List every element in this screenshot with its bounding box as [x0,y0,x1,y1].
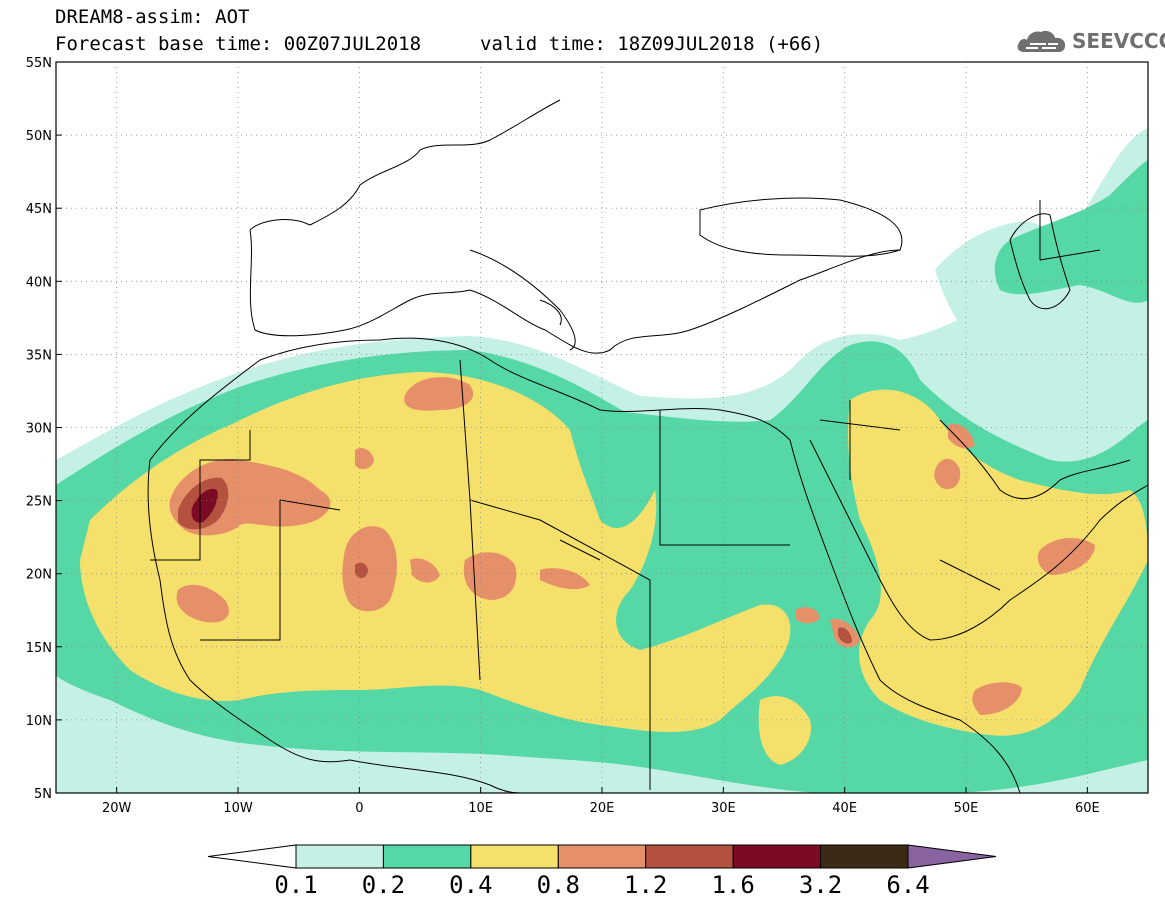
colorbar-threshold-label: 0.4 [449,871,492,899]
lon-tick-label: 20E [590,801,615,816]
aot-contour-0.8-oman [1037,538,1095,575]
lat-tick-label: 35N [26,348,52,363]
colorbar-over-triangle [907,844,997,869]
aot-contour-0.2-caspian [994,160,1148,303]
colorbar-swatch [557,844,647,869]
aot-contour-0.8-yemen [972,682,1022,715]
lat-tick-label: 50N [26,129,52,144]
coastline-italy [469,249,576,351]
lat-tick-label: 25N [26,495,52,510]
coastline-africa-north [149,337,791,461]
aot-contour-0.4-arabia [848,389,1148,736]
valid-time: valid time: 18Z09JUL2018 (+66) [480,33,824,55]
lat-tick-label: 30N [26,422,52,437]
aot-contour-0.8-gulf [934,458,961,490]
logo-text: SEEVCCC [1072,29,1165,53]
lat-tick-label: 55N [26,56,52,71]
aot-contour-0.8-redsea [795,607,820,624]
forecast-base-time: Forecast base time: 00Z07JUL2018 [55,33,422,55]
colorbar-swatch [732,844,822,869]
aot-contour-1.6 [191,488,218,523]
colorbar-swatch [382,844,472,869]
aot-contour-0.8-g [410,558,440,583]
aot-contour-1.2-b [355,562,368,579]
lat-tick-label: 10N [26,714,52,729]
aot-contour-1.2-c [838,627,852,644]
colorbar-swatch [470,844,559,869]
lon-tick-label: 40E [832,801,857,816]
lon-tick-label: 30E [711,801,736,816]
colorbar: 0.1 0.2 0.4 0.8 1.2 1.6 3.2 6.4 [207,844,997,899]
seevccc-logo: SEEVCCC [1016,26,1165,56]
coastline-black-sea [699,197,903,257]
lon-tick-label: 10W [223,801,253,816]
lon-tick-label: 0 [355,801,363,816]
aot-contour-0.8-e [355,448,374,470]
latitude-labels: 55N 50N 45N 40N 35N 30N 25N 20N 15N 10N 5N [26,56,52,802]
border-lines [150,200,1101,790]
longitude-labels: 20W 10W 0 10E 20E 30E 40E 50E 60E [102,801,1100,816]
coastline-africa-west [147,459,351,763]
aot-contour-0.8-d [176,584,229,623]
colorbar-threshold-label: 1.2 [624,871,667,899]
lon-tick-label: 50E [954,801,979,816]
colorbar-threshold-label: 6.4 [886,871,929,899]
colorbar-swatch [820,844,909,869]
lon-tick-label: 20W [102,801,132,816]
colorbar-threshold-label: 0.2 [362,871,405,899]
aot-contour-0.8-a [404,377,474,411]
colorbar-under-triangle [207,844,297,869]
lat-tick-label: 40N [26,275,52,290]
lon-tick-label: 60E [1075,801,1100,816]
aot-contour-0.8-f [540,568,590,590]
coastlines [147,99,1148,793]
lon-tick-label: 10E [468,801,493,816]
lat-tick-label: 5N [34,787,52,802]
coastline-redsea-west [789,439,1021,793]
map-title: DREAM8-assim: AOT [55,6,250,28]
coastline-europe [249,99,901,354]
colorbar-threshold-label: 1.6 [711,871,754,899]
aot-contour-0.4-horn [758,696,811,765]
colorbar-swatch [295,844,384,869]
aot-contour-0.4 [80,372,791,732]
lat-tick-label: 15N [26,641,52,656]
aot-contour-0.8-iraq [948,423,975,449]
aot-contour-0.8-c [463,552,517,600]
gridlines [56,61,1148,794]
colorbar-threshold-label: 3.2 [799,871,842,899]
colorbar-threshold-label: 0.1 [274,871,317,899]
map-frame [55,61,1149,794]
aot-contour-0.8-b [342,526,397,612]
lat-tick-label: 20N [26,568,52,583]
coastline-gulf-guinea [349,759,521,793]
lat-tick-label: 45N [26,202,52,217]
coastline-persian-gulf [939,419,1131,500]
coastline-redsea-east [809,439,1148,641]
colorbar-swatch [645,844,734,869]
cloud-logo-icon [1017,30,1066,52]
colorbar-threshold-label: 0.8 [537,871,580,899]
